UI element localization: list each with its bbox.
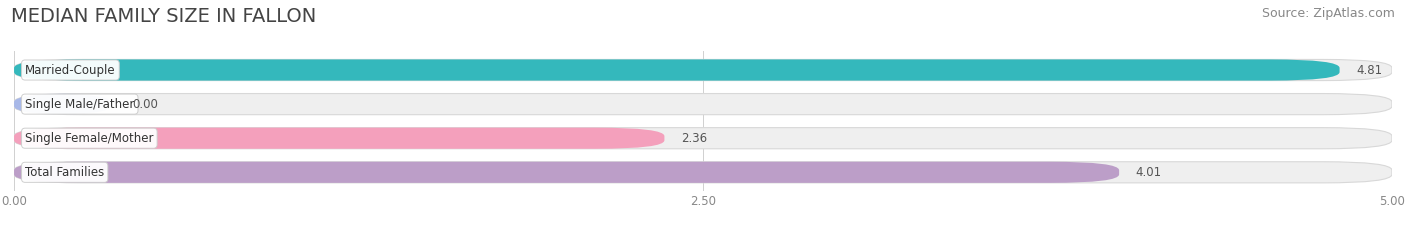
Text: Married-Couple: Married-Couple — [25, 64, 115, 76]
FancyBboxPatch shape — [14, 59, 1340, 81]
Text: 2.36: 2.36 — [681, 132, 707, 145]
Text: Total Families: Total Families — [25, 166, 104, 179]
FancyBboxPatch shape — [14, 162, 1119, 183]
FancyBboxPatch shape — [14, 93, 111, 115]
Text: Single Female/Mother: Single Female/Mother — [25, 132, 153, 145]
Text: Single Male/Father: Single Male/Father — [25, 98, 135, 111]
FancyBboxPatch shape — [14, 93, 1392, 115]
FancyBboxPatch shape — [14, 128, 665, 149]
Text: 4.01: 4.01 — [1136, 166, 1161, 179]
FancyBboxPatch shape — [14, 162, 1392, 183]
FancyBboxPatch shape — [14, 128, 1392, 149]
Text: 0.00: 0.00 — [132, 98, 159, 111]
FancyBboxPatch shape — [14, 59, 1392, 81]
Text: 4.81: 4.81 — [1357, 64, 1382, 76]
Text: MEDIAN FAMILY SIZE IN FALLON: MEDIAN FAMILY SIZE IN FALLON — [11, 7, 316, 26]
Text: Source: ZipAtlas.com: Source: ZipAtlas.com — [1261, 7, 1395, 20]
